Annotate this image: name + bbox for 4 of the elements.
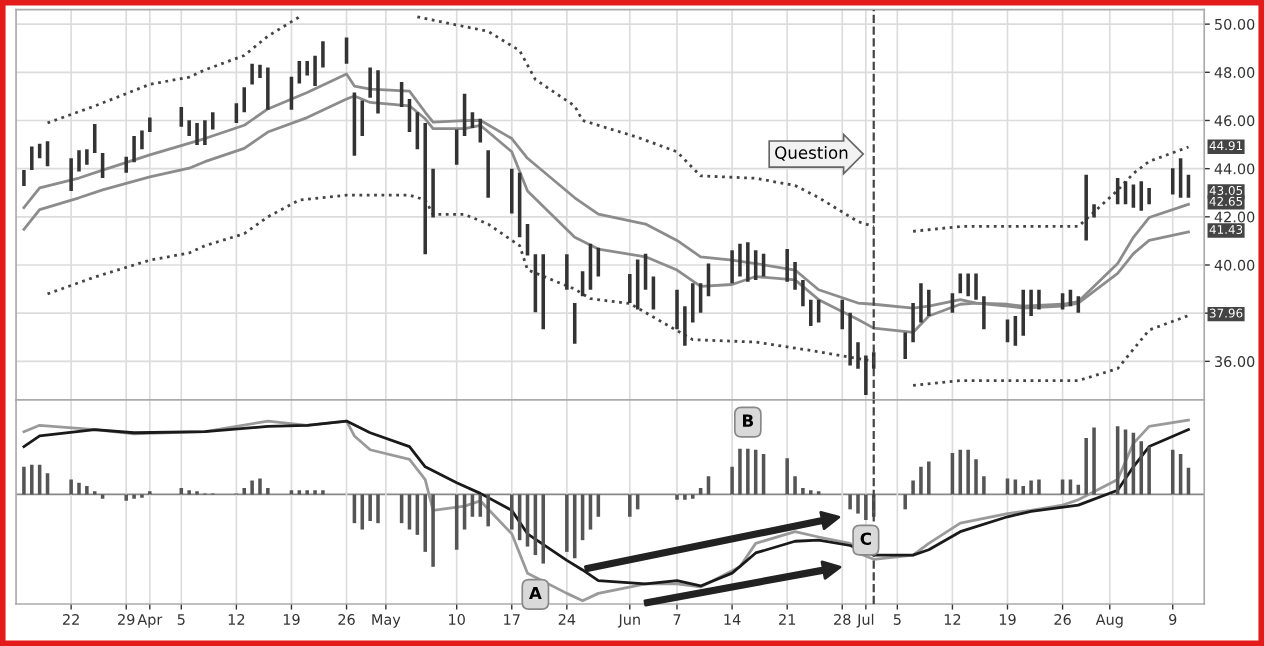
annotation: B [743, 414, 754, 427]
annotation: C [860, 532, 871, 546]
ref-line-label: Question [775, 145, 848, 161]
annotation: A [529, 586, 542, 600]
